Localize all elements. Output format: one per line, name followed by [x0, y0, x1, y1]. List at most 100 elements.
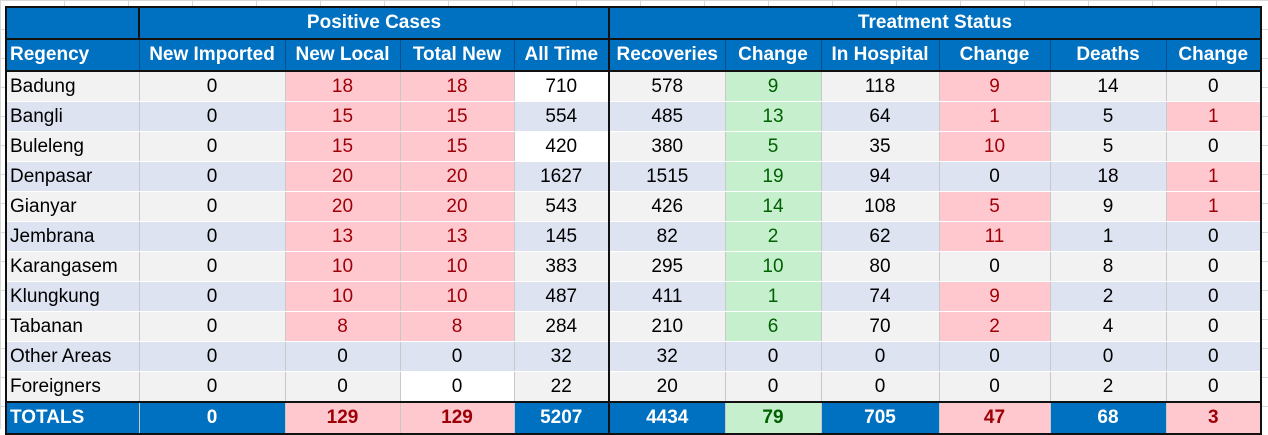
new-imported-cell[interactable]: 0 [138, 161, 286, 192]
deaths-cell[interactable]: 5 [1049, 131, 1167, 162]
group-positive-cases[interactable]: Positive Cases [138, 6, 610, 40]
regency-cell[interactable]: Gianyar [5, 191, 140, 222]
recoveries-cell[interactable]: 426 [608, 191, 726, 222]
regency-cell[interactable]: Denpasar [5, 161, 140, 192]
deaths-change-cell[interactable]: 0 [1165, 251, 1262, 282]
header-new-local[interactable]: New Local [284, 38, 401, 72]
header-in-hospital[interactable]: In Hospital [820, 38, 940, 72]
new-imported-cell[interactable]: 0 [138, 101, 286, 132]
deaths-cell[interactable]: 8 [1049, 251, 1167, 282]
recoveries-change-cell[interactable]: 13 [724, 101, 822, 132]
recoveries-cell[interactable]: 1515 [608, 161, 726, 192]
total-deaths-change-cell[interactable]: 3 [1165, 401, 1262, 435]
hospital-change-cell[interactable]: 11 [938, 221, 1051, 252]
all-time-cell[interactable]: 284 [513, 311, 610, 342]
total-new-cell[interactable]: 10 [399, 251, 515, 282]
recoveries-cell[interactable]: 82 [608, 221, 726, 252]
all-time-cell[interactable]: 145 [513, 221, 610, 252]
new-imported-cell[interactable]: 0 [138, 281, 286, 312]
total-hospital-change-cell[interactable]: 47 [938, 401, 1051, 435]
deaths-cell[interactable]: 4 [1049, 311, 1167, 342]
in-hospital-cell[interactable]: 74 [820, 281, 940, 312]
header-deaths-change[interactable]: Change [1165, 38, 1262, 72]
in-hospital-cell[interactable]: 118 [820, 71, 940, 102]
header-total-new[interactable]: Total New [399, 38, 515, 72]
new-imported-cell[interactable]: 0 [138, 371, 286, 403]
deaths-change-cell[interactable]: 0 [1165, 71, 1262, 102]
recoveries-change-cell[interactable]: 2 [724, 221, 822, 252]
regency-cell[interactable]: Badung [5, 71, 140, 102]
total-new-local-cell[interactable]: 129 [284, 401, 401, 435]
recoveries-change-cell[interactable]: 19 [724, 161, 822, 192]
in-hospital-cell[interactable]: 70 [820, 311, 940, 342]
new-local-cell[interactable]: 10 [284, 281, 401, 312]
all-time-cell[interactable]: 1627 [513, 161, 610, 192]
regency-cell[interactable]: Jembrana [5, 221, 140, 252]
recoveries-cell[interactable]: 380 [608, 131, 726, 162]
all-time-cell[interactable]: 420 [513, 131, 610, 162]
in-hospital-cell[interactable]: 108 [820, 191, 940, 222]
total-new-cell[interactable]: 18 [399, 71, 515, 102]
all-time-cell[interactable]: 383 [513, 251, 610, 282]
hospital-change-cell[interactable]: 0 [938, 251, 1051, 282]
regency-cell[interactable]: Buleleng [5, 131, 140, 162]
new-local-cell[interactable]: 10 [284, 251, 401, 282]
in-hospital-cell[interactable]: 35 [820, 131, 940, 162]
hospital-change-cell[interactable]: 9 [938, 71, 1051, 102]
total-new-cell[interactable]: 0 [399, 371, 515, 403]
new-imported-cell[interactable]: 0 [138, 341, 286, 372]
header-new-imported[interactable]: New Imported [138, 38, 286, 72]
total-new-cell[interactable]: 0 [399, 341, 515, 372]
hospital-change-cell[interactable]: 1 [938, 101, 1051, 132]
totals-label[interactable]: TOTALS [5, 401, 140, 435]
deaths-change-cell[interactable]: 0 [1165, 311, 1262, 342]
group-treatment-status[interactable]: Treatment Status [608, 6, 1262, 40]
recoveries-change-cell[interactable]: 0 [724, 371, 822, 403]
all-time-cell[interactable]: 543 [513, 191, 610, 222]
deaths-cell[interactable]: 1 [1049, 221, 1167, 252]
in-hospital-cell[interactable]: 94 [820, 161, 940, 192]
deaths-cell[interactable]: 18 [1049, 161, 1167, 192]
in-hospital-cell[interactable]: 80 [820, 251, 940, 282]
recoveries-cell[interactable]: 411 [608, 281, 726, 312]
new-local-cell[interactable]: 15 [284, 101, 401, 132]
deaths-change-cell[interactable]: 0 [1165, 221, 1262, 252]
total-all-time-cell[interactable]: 5207 [513, 401, 610, 435]
deaths-cell[interactable]: 0 [1049, 341, 1167, 372]
total-deaths-cell[interactable]: 68 [1049, 401, 1167, 435]
deaths-cell[interactable]: 2 [1049, 281, 1167, 312]
total-new-cell[interactable]: 10 [399, 281, 515, 312]
header-all-time[interactable]: All Time [513, 38, 610, 72]
recoveries-change-cell[interactable]: 14 [724, 191, 822, 222]
new-local-cell[interactable]: 8 [284, 311, 401, 342]
recoveries-change-cell[interactable]: 6 [724, 311, 822, 342]
in-hospital-cell[interactable]: 0 [820, 371, 940, 403]
new-imported-cell[interactable]: 0 [138, 71, 286, 102]
recoveries-change-cell[interactable]: 0 [724, 341, 822, 372]
total-new-cell[interactable]: 15 [399, 131, 515, 162]
deaths-change-cell[interactable]: 1 [1165, 161, 1262, 192]
all-time-cell[interactable]: 32 [513, 341, 610, 372]
total-total-new-cell[interactable]: 129 [399, 401, 515, 435]
total-new-cell[interactable]: 13 [399, 221, 515, 252]
total-recoveries-change-cell[interactable]: 79 [724, 401, 822, 435]
all-time-cell[interactable]: 487 [513, 281, 610, 312]
recoveries-cell[interactable]: 210 [608, 311, 726, 342]
hospital-change-cell[interactable]: 0 [938, 341, 1051, 372]
in-hospital-cell[interactable]: 0 [820, 341, 940, 372]
recoveries-cell[interactable]: 485 [608, 101, 726, 132]
hospital-change-cell[interactable]: 9 [938, 281, 1051, 312]
hospital-change-cell[interactable]: 10 [938, 131, 1051, 162]
all-time-cell[interactable]: 22 [513, 371, 610, 403]
new-imported-cell[interactable]: 0 [138, 221, 286, 252]
total-in-hospital-cell[interactable]: 705 [820, 401, 940, 435]
recoveries-cell[interactable]: 295 [608, 251, 726, 282]
recoveries-change-cell[interactable]: 1 [724, 281, 822, 312]
all-time-cell[interactable]: 710 [513, 71, 610, 102]
deaths-change-cell[interactable]: 0 [1165, 281, 1262, 312]
total-new-imported-cell[interactable]: 0 [138, 401, 286, 435]
regency-cell[interactable]: Bangli [5, 101, 140, 132]
deaths-change-cell[interactable]: 1 [1165, 191, 1262, 222]
all-time-cell[interactable]: 554 [513, 101, 610, 132]
header-recoveries-change[interactable]: Change [724, 38, 822, 72]
